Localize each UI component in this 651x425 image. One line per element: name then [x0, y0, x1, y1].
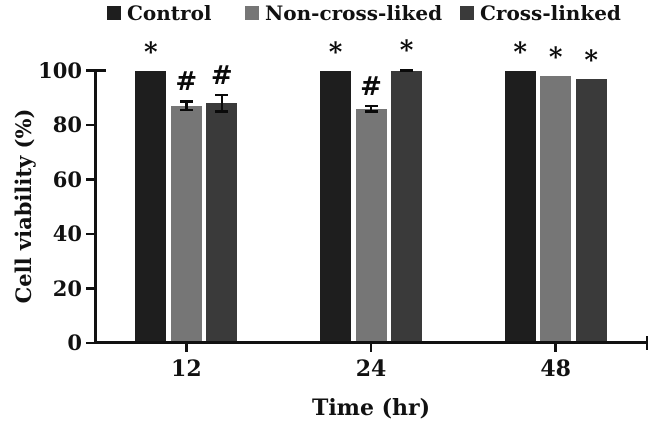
- significance-marker: *: [328, 37, 343, 68]
- y-tick-label: 60: [52, 166, 82, 192]
- x-axis: [94, 341, 648, 344]
- bar-non-cross-liked-48hr: [540, 75, 572, 342]
- bar-non-cross-liked-12hr: [170, 105, 202, 342]
- legend-label-control: Control: [127, 1, 212, 25]
- bar-non-cross-liked-24hr: [355, 108, 387, 342]
- y-tick-mark: [86, 123, 94, 127]
- y-tick-label: 0: [67, 330, 82, 355]
- significance-marker: #: [175, 67, 198, 98]
- legend-swatch-non-cross-liked-icon: [245, 6, 259, 20]
- legend-label-non-cross-liked: Non-cross-liked: [265, 1, 443, 25]
- error-bar-cap-bottom: [215, 110, 229, 113]
- x-tick-mark: [554, 344, 557, 352]
- error-bar-cap-bottom: [400, 69, 413, 73]
- x-tick-label: 24: [355, 356, 387, 382]
- bar-control-48hr: [504, 70, 536, 342]
- bar-cross-linked-48hr: [575, 78, 607, 342]
- legend: Control Non-cross-liked Cross-linked: [0, 0, 651, 26]
- x-tick-mark: [185, 344, 188, 352]
- significance-marker: *: [584, 45, 598, 76]
- x-axis-title: Time (hr): [311, 395, 431, 421]
- legend-label-cross-linked: Cross-linked: [480, 1, 621, 25]
- y-tick-label: 40: [52, 221, 82, 246]
- error-bar-cap-top: [215, 93, 229, 97]
- bar-cross-linked-24hr: [391, 70, 422, 342]
- significance-marker: *: [144, 37, 158, 68]
- bar-cross-linked-12hr: [206, 103, 238, 342]
- significance-marker: *: [399, 35, 414, 66]
- y-tick-mark: [86, 178, 94, 181]
- error-bar-cap-top: [400, 68, 413, 72]
- error-bar-line: [220, 93, 224, 113]
- bar-control-24hr: [320, 70, 351, 342]
- error-bar-cap-top: [179, 100, 193, 103]
- y-tick-mark: [86, 69, 94, 72]
- significance-marker: *: [548, 42, 563, 73]
- y-axis-top-tick: [97, 69, 106, 72]
- y-tick-label: 20: [52, 275, 82, 301]
- legend-swatch-control-icon: [107, 6, 121, 20]
- error-bar-line: [185, 100, 188, 112]
- significance-marker: #: [360, 71, 382, 102]
- y-axis-title: Cell viability (%): [11, 108, 36, 304]
- legend-item-control: Control: [107, 1, 212, 25]
- y-tick-label: 100: [38, 57, 82, 83]
- bar-control-12hr: [135, 70, 167, 342]
- significance-marker: *: [513, 37, 527, 68]
- error-bar-cap-bottom: [364, 110, 378, 113]
- error-bar-cap-bottom: [179, 108, 193, 112]
- significance-marker: #: [210, 60, 233, 91]
- x-tick-label: 12: [171, 356, 202, 382]
- y-axis: [94, 69, 97, 344]
- y-tick-mark: [86, 341, 94, 345]
- legend-item-non-cross-liked: Non-cross-liked: [245, 1, 442, 25]
- error-bar-cap-top: [364, 104, 378, 108]
- error-bar-line: [369, 104, 373, 113]
- legend-swatch-cross-linked-icon: [460, 6, 474, 20]
- y-tick-mark: [86, 232, 94, 236]
- x-tick-label: 48: [540, 356, 571, 382]
- legend-item-cross-linked: Cross-linked: [460, 1, 621, 25]
- x-tick-mark: [369, 344, 373, 352]
- y-tick-label: 80: [52, 112, 82, 137]
- y-tick-mark: [86, 287, 94, 290]
- x-axis-end-tick: [645, 336, 648, 350]
